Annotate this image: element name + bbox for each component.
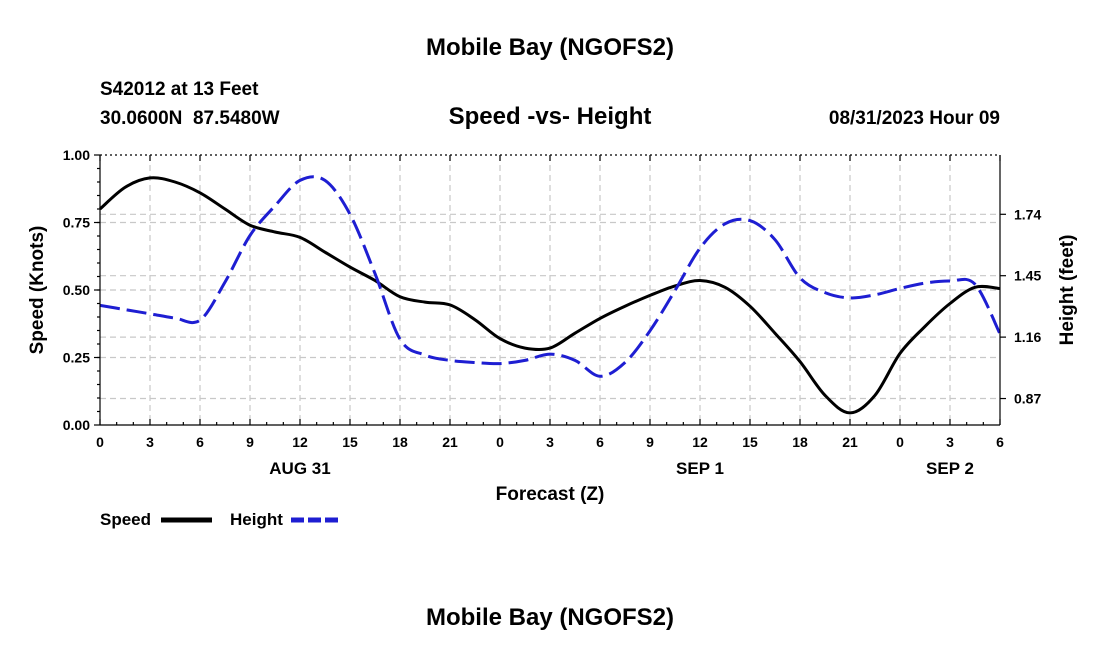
footer-title: Mobile Bay (NGOFS2) [426,604,674,631]
series-line-height [99,175,1002,378]
x-tick-label: 15 [342,434,358,450]
y-right-tick-label: 1.74 [1014,206,1041,222]
forecast-timestamp: 08/31/2023 Hour 09 [829,108,1000,129]
x-tick-label: 21 [842,434,858,450]
y-right-tick-label: 1.16 [1014,329,1041,345]
y-right-tick-label: 1.45 [1014,268,1041,284]
x-tick-label: 12 [692,434,708,450]
grid [100,155,1000,425]
x-tick-label: 21 [442,434,458,450]
x-tick-label: 12 [292,434,308,450]
x-tick-label: 9 [246,434,254,450]
date-label: SEP 1 [676,459,724,478]
y-left-tick-label: 0.50 [63,282,90,298]
x-tick-label: 3 [146,434,154,450]
x-tick-label: 6 [996,434,1004,450]
x-tick-label: 3 [946,434,954,450]
chart-title: Mobile Bay (NGOFS2) [426,34,674,61]
y-axis-right-label: Height (feet) [1057,235,1078,346]
chart-subtitle: Speed -vs- Height [449,103,652,130]
y-left-tick-label: 0.00 [63,417,90,433]
legend-height-label: Height [230,510,283,529]
x-tick-label: 9 [646,434,654,450]
x-tick-label: 6 [196,434,204,450]
y-right-tick-label: 0.87 [1014,391,1041,407]
coordinates-label: 30.0600N 87.5480W [100,108,280,129]
y-left-tick-label: 1.00 [63,147,90,163]
x-tick-label: 0 [896,434,904,450]
x-tick-label: 0 [496,434,504,450]
date-label: SEP 2 [926,459,974,478]
x-axis-label: Forecast (Z) [496,484,605,505]
axes: 0 3 6 9 12 15 18 21 0 3 6 9 12 15 18 21 0 3 6 0.00 0.25 0.50 0… [63,147,1042,478]
series-line-speed [99,176,1001,415]
y-left-tick-label: 0.75 [63,215,90,231]
legend: Speed Height [100,510,342,529]
legend-speed-label: Speed [100,510,151,529]
x-tick-label: 3 [546,434,554,450]
station-label: S42012 at 13 Feet [100,79,259,100]
x-tick-label: 0 [96,434,104,450]
x-tick-label: 18 [392,434,408,450]
y-left-tick-label: 0.25 [63,350,90,366]
x-tick-label: 18 [792,434,808,450]
x-tick-label: 6 [596,434,604,450]
date-label: AUG 31 [269,459,330,478]
plot-series [99,175,1002,415]
y-axis-left-label: Speed (Knots) [27,226,48,355]
x-tick-label: 15 [742,434,758,450]
